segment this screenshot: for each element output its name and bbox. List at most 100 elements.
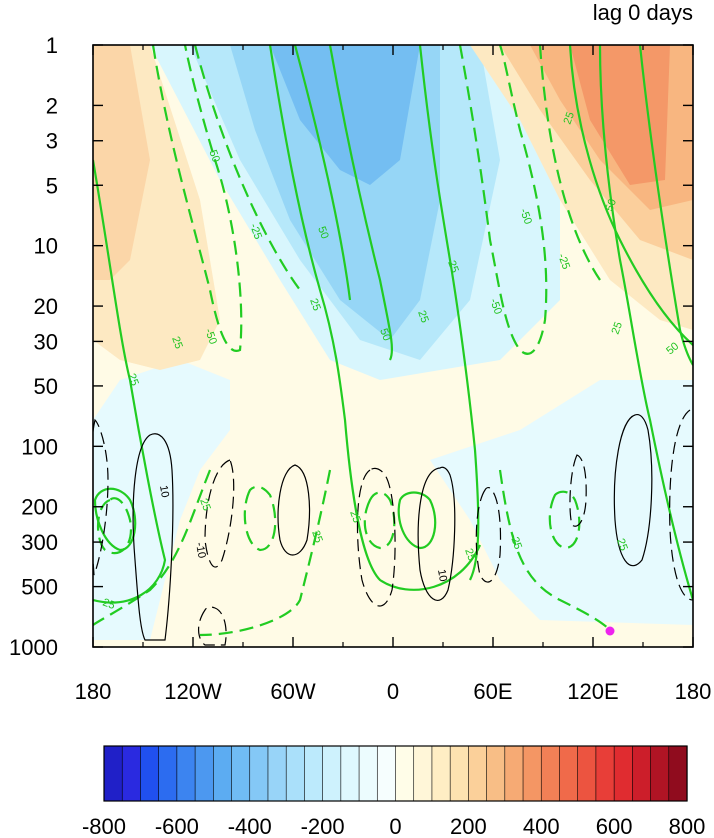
colorbar-label: -400 — [228, 814, 272, 838]
shading-lower-west — [93, 360, 230, 640]
y-tick-label: 200 — [21, 495, 58, 520]
colorbar-label: 0 — [389, 814, 401, 838]
x-tick-label: 60W — [270, 679, 315, 704]
x-tick-label: 180 — [675, 679, 712, 704]
y-tick-label: 100 — [21, 434, 58, 459]
contour-label-25: 25 — [101, 597, 117, 612]
y-tick-label: 1000 — [9, 635, 58, 660]
colorbar-box — [632, 745, 652, 802]
shading-central-4 — [270, 45, 420, 185]
contour-label-25: 25 — [610, 320, 625, 336]
colorbar-box — [213, 745, 233, 802]
contour-label-25: 25 — [562, 110, 577, 126]
contour-label-neg50: -50 — [205, 145, 222, 164]
colorbar-box — [121, 745, 142, 802]
contour-label-25: 25 — [614, 537, 629, 553]
y-tick-label: 300 — [21, 530, 58, 555]
y-tick-label: 3 — [46, 129, 58, 154]
contour-label-25: 25 — [197, 497, 212, 513]
y-tick-label: 5 — [46, 173, 58, 198]
colorbar-box — [140, 745, 160, 802]
contour-label-neg25: -25 — [555, 252, 572, 271]
shading-east-4 — [570, 45, 670, 185]
x-tick-label: 60E — [473, 679, 512, 704]
contour-label-neg50: -50 — [202, 327, 219, 346]
y-tick-label: 10 — [34, 234, 58, 259]
colorbar-label: -600 — [155, 814, 199, 838]
x-axis: 180 120W 60W 0 60E 120E 180 — [75, 45, 712, 704]
contour-label-10: 10 — [157, 484, 171, 498]
contour-label-50: 50 — [604, 197, 619, 213]
colorbar-box — [340, 745, 360, 802]
colorbar-label: 200 — [450, 814, 487, 838]
contour-label-10: 10 — [435, 568, 449, 582]
x-tick-label: 180 — [75, 679, 112, 704]
colorbar-box — [449, 745, 469, 802]
chart-title: lag 0 days — [593, 0, 693, 25]
y-tick-label: 2 — [46, 93, 58, 118]
colorbar-box — [395, 745, 415, 802]
contour-label-neg10: -10 — [193, 541, 208, 559]
contour-label-25: 25 — [307, 297, 322, 313]
colorbar-box — [304, 745, 324, 802]
contour-label-25: 25 — [415, 309, 430, 325]
colorbar-box — [285, 745, 306, 802]
colorbar-box — [103, 745, 123, 802]
x-tick-label: 0 — [387, 679, 399, 704]
colorbar-label: 400 — [523, 814, 560, 838]
contour-label-25: 25 — [309, 529, 324, 545]
x-tick-label: 120E — [567, 679, 618, 704]
colorbar-label: -200 — [301, 814, 345, 838]
colorbar-box — [595, 745, 615, 802]
colorbar-box — [522, 745, 542, 802]
y-tick-label: 1 — [46, 33, 58, 58]
colorbar-label: 800 — [669, 814, 706, 838]
contour-label-25: 25 — [462, 547, 477, 563]
colorbar-box — [613, 745, 633, 802]
x-tick-label: 120W — [164, 679, 222, 704]
colorbar-box — [668, 745, 688, 802]
contour-label-neg25: -25 — [247, 222, 264, 241]
y-tick-label: 30 — [34, 329, 58, 354]
contour-label-neg50: -50 — [487, 297, 504, 316]
y-tick-label: 50 — [34, 374, 58, 399]
colorbar-box — [358, 745, 378, 802]
contour-label-25: 25 — [445, 259, 460, 275]
colorbar-box — [176, 745, 196, 802]
colorbar-box — [249, 745, 269, 802]
colorbar-box — [504, 745, 524, 802]
black-solid-contours — [132, 413, 653, 641]
location-marker — [605, 626, 615, 636]
colorbar-box — [267, 745, 287, 802]
colorbar-box — [540, 745, 561, 802]
contour-label-25: 25 — [169, 335, 184, 351]
colorbar-box — [468, 745, 488, 802]
colorbar: -800 -600 -400 -200 0 200 400 600 800 — [82, 745, 706, 838]
colorbar-box — [231, 745, 251, 802]
colorbar-box — [559, 745, 579, 802]
contour-label-25: 25 — [125, 372, 140, 388]
colorbar-box — [486, 745, 506, 802]
colorbar-label: 600 — [596, 814, 633, 838]
y-tick-label: 500 — [21, 575, 58, 600]
colorbar-frame — [103, 745, 688, 802]
shading-west-2 — [93, 45, 150, 280]
contour-label-50: 50 — [377, 327, 392, 343]
contour-label-neg50: -50 — [517, 207, 534, 226]
y-tick-label: 20 — [34, 294, 58, 319]
black-dashed-contours — [93, 409, 693, 646]
contour-label-neg25: -25 — [507, 532, 524, 551]
colorbar-box — [158, 745, 178, 802]
colorbar-box — [431, 745, 451, 802]
y-axis: 1 2 3 5 10 20 30 50 100 200 300 500 1000 — [9, 33, 693, 660]
green-solid-contours — [93, 45, 693, 604]
colorbar-label: -800 — [82, 814, 126, 838]
colorbar-box — [650, 745, 670, 802]
colorbar-box — [413, 745, 433, 802]
colorbar-box — [322, 745, 342, 802]
colorbar-box — [376, 745, 397, 802]
shading-layer: -50 -25 -50 25 25 50 25 50 25 25 -50 -50… — [93, 45, 693, 647]
colorbar-box — [577, 745, 597, 802]
contour-label-25: 25 — [347, 509, 362, 525]
